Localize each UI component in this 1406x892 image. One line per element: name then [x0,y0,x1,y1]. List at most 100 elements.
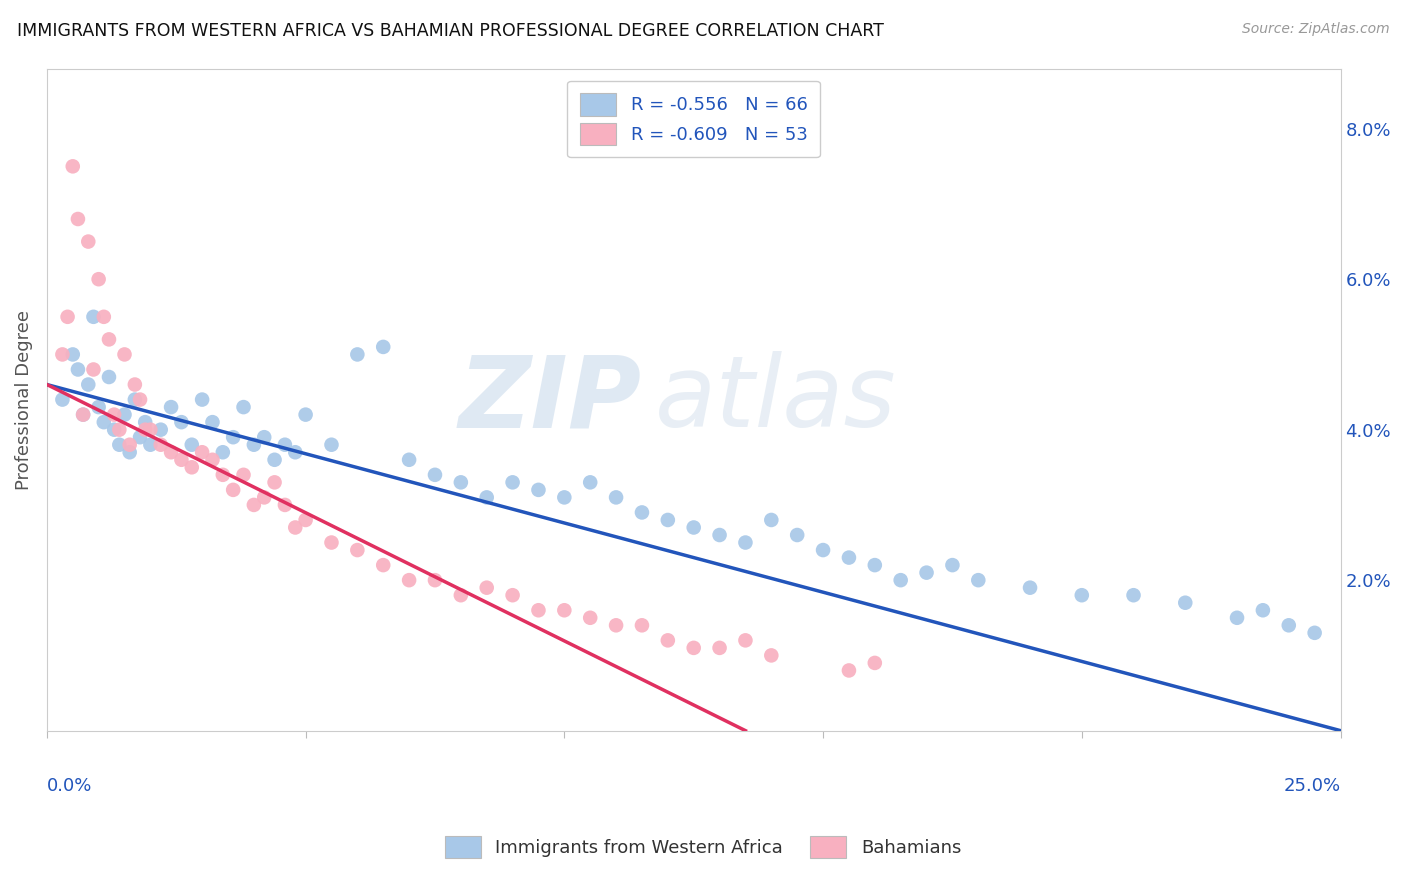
Point [274,438,297,452]
Point [863,656,886,670]
Point [734,535,756,549]
Point [709,528,731,542]
Point [1070,588,1092,602]
Point [321,438,343,452]
Point [527,483,550,497]
Point [321,535,343,549]
Point [114,408,136,422]
Point [103,408,125,422]
Point [222,430,245,444]
Point [114,347,136,361]
Point [811,543,834,558]
Point [108,423,131,437]
Point [98,370,121,384]
Point [232,467,254,482]
Point [201,452,224,467]
Point [346,347,368,361]
Point [1019,581,1042,595]
Point [605,618,627,632]
Point [527,603,550,617]
Point [475,491,498,505]
Point [838,664,860,678]
Point [72,408,94,422]
Point [82,310,104,324]
Point [149,423,172,437]
Point [761,513,783,527]
Point [160,400,183,414]
Point [734,633,756,648]
Point [87,272,110,286]
Point [160,445,183,459]
Point [51,347,73,361]
Point [191,392,214,407]
Point [631,505,654,519]
Point [93,310,115,324]
Point [82,362,104,376]
Legend: R = -0.556   N = 66, R = -0.609   N = 53: R = -0.556 N = 66, R = -0.609 N = 53 [568,81,820,157]
Point [232,400,254,414]
Text: ZIP: ZIP [458,351,643,448]
Point [98,332,121,346]
Point [502,588,524,602]
Point [66,212,89,227]
Text: 0.0%: 0.0% [46,777,93,795]
Point [170,452,193,467]
Point [579,611,602,625]
Point [134,415,156,429]
Point [1174,596,1197,610]
Point [149,438,172,452]
Point [263,475,285,490]
Point [475,581,498,595]
Point [657,633,679,648]
Point [502,475,524,490]
Point [103,423,125,437]
Point [56,310,79,324]
Point [423,573,446,587]
Y-axis label: Professional Degree: Professional Degree [15,310,32,490]
Point [579,475,602,490]
Point [134,423,156,437]
Point [201,415,224,429]
Point [553,491,575,505]
Point [62,159,84,173]
Point [373,340,395,354]
Point [77,377,100,392]
Point [631,618,654,632]
Point [191,445,214,459]
Point [170,415,193,429]
Point [139,423,162,437]
Point [294,408,316,422]
Point [657,513,679,527]
Point [605,491,627,505]
Point [1278,618,1301,632]
Point [118,445,141,459]
Point [211,467,233,482]
Point [373,558,395,573]
Point [93,415,115,429]
Point [222,483,245,497]
Point [450,588,472,602]
Point [51,392,73,407]
Text: 25.0%: 25.0% [1284,777,1340,795]
Point [284,520,307,534]
Point [243,438,266,452]
Point [1122,588,1144,602]
Point [1303,625,1326,640]
Point [967,573,990,587]
Point [398,573,420,587]
Point [398,452,420,467]
Point [761,648,783,663]
Point [346,543,368,558]
Point [941,558,963,573]
Point [87,400,110,414]
Point [72,408,94,422]
Text: Source: ZipAtlas.com: Source: ZipAtlas.com [1241,22,1389,37]
Point [682,640,704,655]
Point [553,603,575,617]
Point [786,528,808,542]
Point [253,430,276,444]
Point [1251,603,1274,617]
Point [274,498,297,512]
Point [77,235,100,249]
Point [211,445,233,459]
